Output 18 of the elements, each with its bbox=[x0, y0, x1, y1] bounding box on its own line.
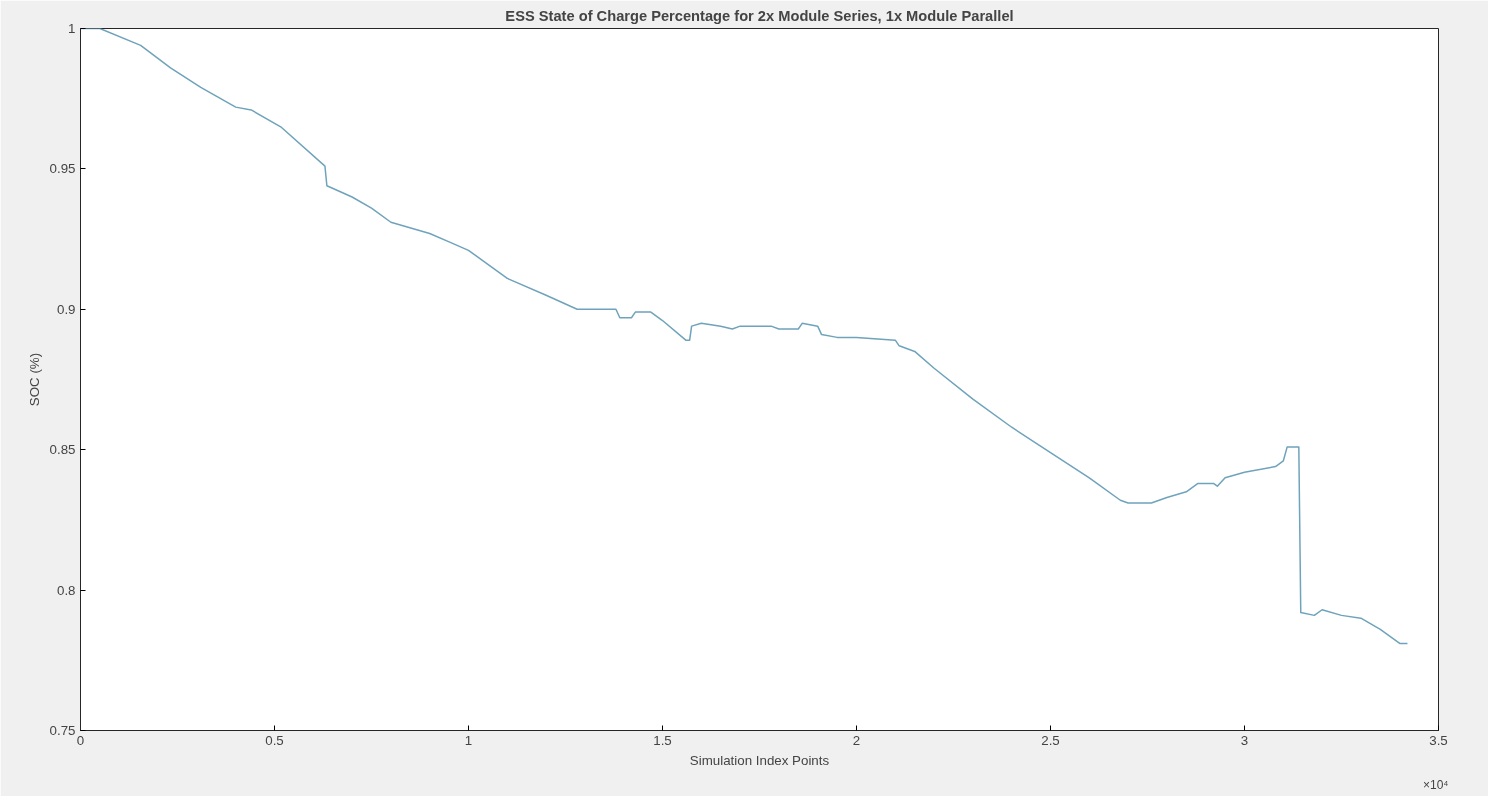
y-tick-label: 1 bbox=[68, 21, 76, 36]
x-tick-label: 2 bbox=[852, 732, 861, 748]
chart-title: ESS State of Charge Percentage for 2x Module Series, 1x Module Parallel bbox=[505, 7, 1014, 24]
x-tick-label: 3.5 bbox=[1429, 732, 1448, 748]
y-tick-label: 0.95 bbox=[49, 161, 76, 177]
x-tick-label: 1.5 bbox=[653, 732, 672, 748]
text: ×10⁴ bbox=[1422, 777, 1449, 792]
x-tick-label: 2.5 bbox=[1041, 732, 1060, 748]
y-tick-label: 0.8 bbox=[56, 582, 76, 598]
x-tick-label: 1 bbox=[464, 732, 473, 748]
x-tick-label: 3 bbox=[1240, 732, 1249, 748]
x-tick-label: 0.5 bbox=[265, 732, 284, 748]
y-axis-title: SOC (%) bbox=[26, 352, 42, 407]
y-tick-label: 0.9 bbox=[56, 301, 76, 317]
x-axis-title: Simulation Index Points bbox=[689, 752, 830, 768]
y-tick-label: 0.85 bbox=[49, 442, 76, 458]
y-tick-label: 0.75 bbox=[49, 723, 76, 738]
x-tick-label: 0 bbox=[76, 732, 85, 748]
